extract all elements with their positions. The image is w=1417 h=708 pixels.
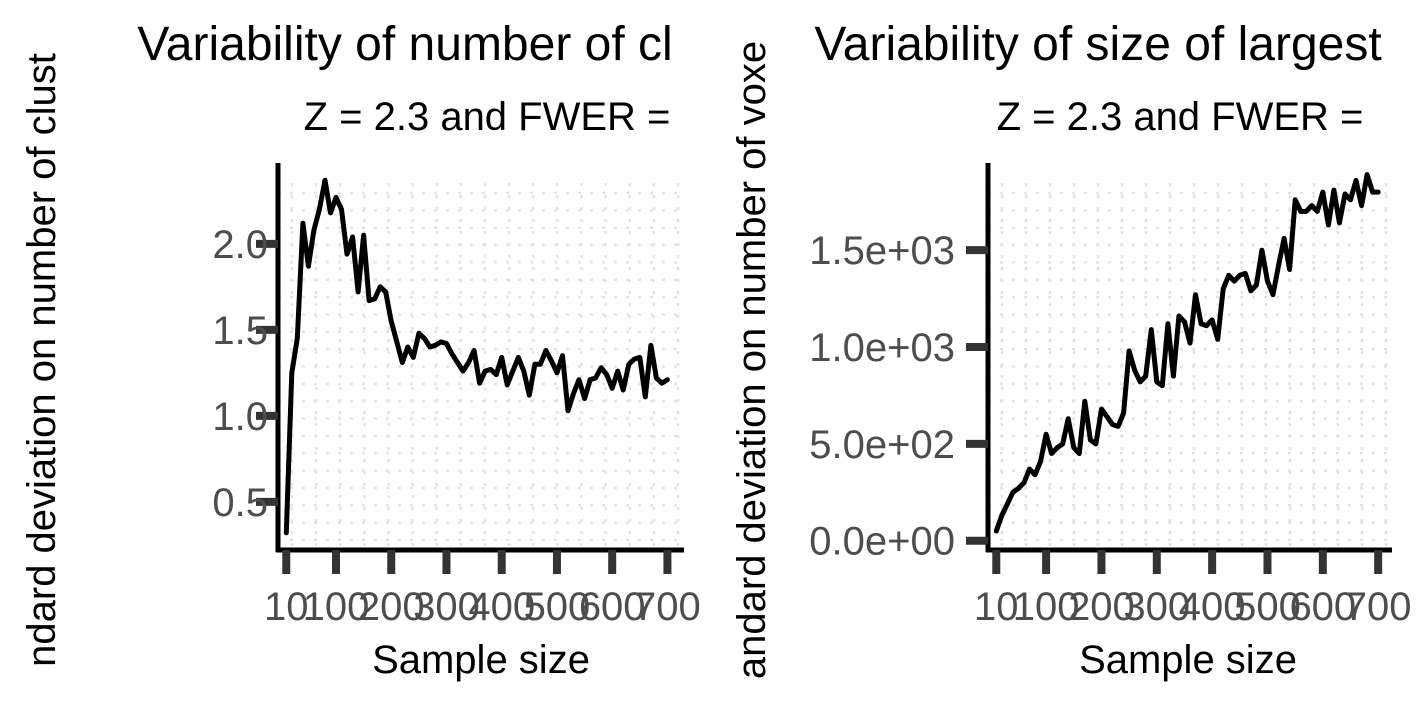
x-tick-label: 500 — [524, 585, 591, 629]
x-tick-label: 300 — [1123, 585, 1190, 629]
chart-subtitle: Z = 2.3 and FWER = — [997, 95, 1364, 139]
y-tick-label: 1.5e+03 — [809, 229, 955, 273]
x-tick-label: 100 — [303, 585, 370, 629]
x-axis-label: Sample size — [1079, 638, 1297, 682]
x-tick-label: 400 — [468, 585, 535, 629]
y-tick-label: 0.5 — [212, 481, 268, 525]
x-tick-label: 200 — [1068, 585, 1135, 629]
grid — [988, 183, 1392, 550]
x-tick-label: 10 — [264, 585, 309, 629]
x-tick-label: 600 — [1289, 585, 1356, 629]
x-tick-label: 300 — [413, 585, 480, 629]
x-axis-label: Sample size — [372, 638, 590, 682]
x-tick-label: 10 — [974, 585, 1019, 629]
y-tick-label: 5.0e+02 — [809, 423, 955, 467]
series-line-1 — [283, 177, 670, 536]
chart-title: Variability of size of largest — [814, 18, 1381, 71]
y-tick-label: 0.0e+00 — [809, 520, 955, 564]
y-tick-label: 1.0 — [212, 395, 268, 439]
x-tick-label: 100 — [1013, 585, 1080, 629]
y-axis-label: ndard deviation on number of clust — [20, 53, 64, 667]
y-axis-label: andard deviation on number of voxe — [730, 41, 774, 679]
y-tick-label: 2.0 — [212, 223, 268, 267]
series-line-1 — [993, 172, 1381, 534]
x-tick-label: 700 — [1345, 585, 1412, 629]
y-tick-label: 1.0e+03 — [809, 326, 955, 370]
x-tick-label: 700 — [634, 585, 701, 629]
x-tick-label: 500 — [1234, 585, 1301, 629]
chart-subtitle: Z = 2.3 and FWER = — [304, 95, 671, 139]
chart-panel-2: 0.0e+00 5.0e+02 1.0e+03 1.5e+03 101002003004… — [730, 18, 1412, 682]
x-tick-label: 200 — [358, 585, 425, 629]
x-tick-label: 400 — [1179, 585, 1246, 629]
x-tick-label: 600 — [579, 585, 646, 629]
chart-title: Variability of number of cl — [137, 18, 672, 71]
grid — [278, 183, 684, 550]
y-tick-label: 1.5 — [212, 309, 268, 353]
